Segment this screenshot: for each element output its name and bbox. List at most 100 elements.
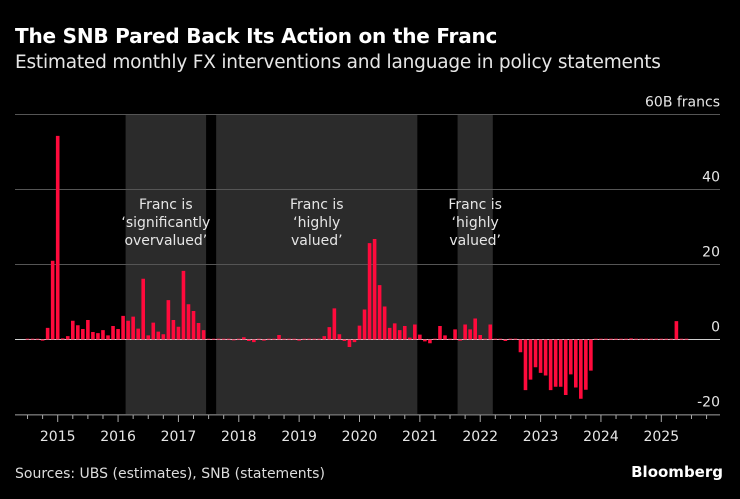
bar xyxy=(458,339,462,341)
bar xyxy=(438,326,442,340)
bar xyxy=(146,335,151,340)
y-tick-label: 0 xyxy=(711,320,720,336)
shaded-period-annotation: ‘highly xyxy=(293,215,340,231)
source-note: Sources: UBS (estimates), SNB (statement… xyxy=(15,466,325,482)
bar xyxy=(413,324,417,340)
x-tick-label: 2016 xyxy=(100,429,136,445)
bar xyxy=(196,323,201,340)
bar xyxy=(428,339,432,344)
bar xyxy=(226,338,231,340)
bar xyxy=(176,326,181,340)
bar xyxy=(599,338,603,340)
bar xyxy=(252,339,256,343)
bar xyxy=(231,339,236,341)
bar xyxy=(337,334,342,340)
shaded-period-annotation: overvalued’ xyxy=(124,233,207,249)
bar xyxy=(639,338,643,340)
bar xyxy=(307,338,311,340)
bar xyxy=(76,325,80,340)
bar xyxy=(513,338,518,340)
bar xyxy=(483,338,488,340)
bar xyxy=(332,308,337,340)
chart-subtitle: Estimated monthly FX interventions and l… xyxy=(15,52,661,73)
bar xyxy=(568,339,573,375)
bar xyxy=(579,339,583,399)
bar xyxy=(478,335,483,340)
bar xyxy=(634,338,638,340)
bar xyxy=(96,333,100,340)
bar xyxy=(302,338,306,340)
bar xyxy=(282,338,286,340)
bar xyxy=(669,338,674,340)
bar xyxy=(684,338,689,340)
bar xyxy=(508,338,513,340)
bar xyxy=(372,239,377,340)
bar xyxy=(518,339,523,353)
bar xyxy=(397,330,402,340)
bar xyxy=(156,331,161,340)
bar xyxy=(387,327,392,340)
shaded-period-annotation: valued’ xyxy=(291,233,343,249)
bar xyxy=(277,335,281,340)
bar xyxy=(161,334,166,340)
shaded-period-annotation: valued’ xyxy=(449,233,501,249)
bar xyxy=(604,338,608,340)
bar xyxy=(116,329,120,340)
x-tick-label: 2021 xyxy=(402,429,438,445)
bar xyxy=(443,335,447,340)
bar xyxy=(362,309,367,340)
chart-title: The SNB Pared Back Its Action on the Fra… xyxy=(15,24,498,48)
bar xyxy=(221,338,226,340)
y-tick-label: 20 xyxy=(702,245,720,261)
bar xyxy=(45,327,50,340)
bar xyxy=(287,338,291,340)
bar xyxy=(211,338,216,340)
bar xyxy=(317,338,322,340)
bar xyxy=(463,324,467,340)
bar xyxy=(191,311,196,340)
bar xyxy=(40,339,45,341)
bar xyxy=(106,335,110,340)
bar xyxy=(352,339,357,343)
bar xyxy=(392,323,397,340)
y-tick-label: 40 xyxy=(702,170,720,186)
bar xyxy=(151,322,156,340)
bar xyxy=(30,338,35,340)
bar xyxy=(297,339,301,341)
bar xyxy=(493,338,498,340)
bar xyxy=(453,329,457,340)
bar xyxy=(86,320,90,340)
x-tick-label: 2024 xyxy=(583,429,619,445)
x-tick-label: 2017 xyxy=(161,429,197,445)
bar xyxy=(342,339,347,341)
bar xyxy=(468,329,472,340)
bar xyxy=(659,338,664,340)
bar xyxy=(553,339,558,387)
bar xyxy=(609,338,613,340)
x-tick-label: 2015 xyxy=(40,429,76,445)
bar xyxy=(166,300,171,340)
shaded-period-annotation: Franc is xyxy=(139,197,193,213)
bar xyxy=(674,321,679,340)
x-tick-label: 2025 xyxy=(643,429,679,445)
bar xyxy=(327,327,332,340)
bar xyxy=(91,332,95,340)
bar xyxy=(50,260,55,340)
bar xyxy=(181,270,186,340)
x-tick-label: 2023 xyxy=(523,429,559,445)
bar xyxy=(35,338,40,340)
bar xyxy=(25,338,30,340)
bar xyxy=(664,338,669,340)
bar xyxy=(136,328,140,340)
bar xyxy=(272,338,276,340)
bar xyxy=(644,338,649,340)
bar xyxy=(242,337,246,340)
bar xyxy=(367,243,372,340)
y-tick-label: -20 xyxy=(697,395,720,411)
bar xyxy=(594,338,598,340)
bar xyxy=(322,336,327,340)
bar xyxy=(523,339,528,391)
bar xyxy=(81,329,85,340)
bar xyxy=(538,339,543,373)
